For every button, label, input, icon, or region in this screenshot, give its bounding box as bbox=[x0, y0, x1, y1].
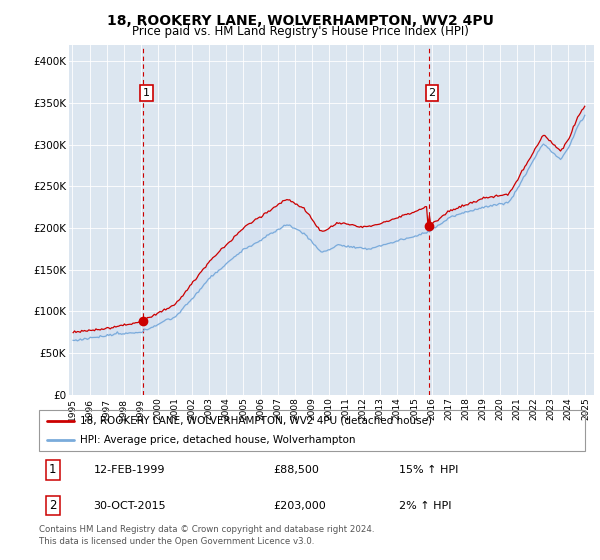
Text: £88,500: £88,500 bbox=[274, 465, 320, 475]
Text: 18, ROOKERY LANE, WOLVERHAMPTON, WV2 4PU: 18, ROOKERY LANE, WOLVERHAMPTON, WV2 4PU bbox=[107, 14, 493, 28]
Text: 2: 2 bbox=[49, 499, 56, 512]
Text: 18, ROOKERY LANE, WOLVERHAMPTON, WV2 4PU (detached house): 18, ROOKERY LANE, WOLVERHAMPTON, WV2 4PU… bbox=[80, 416, 432, 426]
Text: Price paid vs. HM Land Registry's House Price Index (HPI): Price paid vs. HM Land Registry's House … bbox=[131, 25, 469, 38]
Text: 30-OCT-2015: 30-OCT-2015 bbox=[94, 501, 166, 511]
Text: 1: 1 bbox=[143, 88, 150, 98]
Text: £203,000: £203,000 bbox=[274, 501, 326, 511]
Text: 15% ↑ HPI: 15% ↑ HPI bbox=[400, 465, 459, 475]
Text: Contains HM Land Registry data © Crown copyright and database right 2024.
This d: Contains HM Land Registry data © Crown c… bbox=[39, 525, 374, 546]
Text: 12-FEB-1999: 12-FEB-1999 bbox=[94, 465, 165, 475]
Text: 1: 1 bbox=[49, 464, 56, 477]
Text: HPI: Average price, detached house, Wolverhampton: HPI: Average price, detached house, Wolv… bbox=[80, 435, 355, 445]
Text: 2% ↑ HPI: 2% ↑ HPI bbox=[400, 501, 452, 511]
Text: 2: 2 bbox=[428, 88, 436, 98]
